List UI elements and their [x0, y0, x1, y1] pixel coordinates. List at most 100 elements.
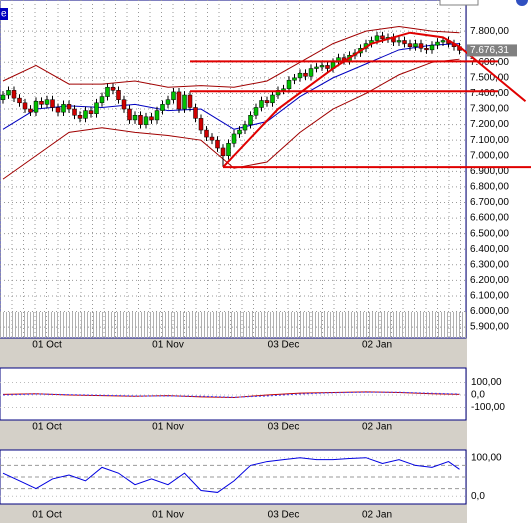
x-tick-label: 01 Nov	[152, 340, 184, 351]
x-tick-label: 01 Nov	[152, 422, 184, 433]
candle-body	[171, 91, 176, 100]
candle-body	[253, 107, 259, 116]
y-tick-label: 7.800,00	[470, 26, 509, 37]
candle-body	[418, 43, 424, 49]
y-tick-label: 6.700,00	[470, 197, 509, 208]
candle-body	[88, 110, 94, 114]
y-tick-label: 7.400,00	[470, 88, 509, 99]
vertical-grid	[0, 0, 466, 338]
y-tick-label: 6.800,00	[470, 182, 509, 193]
y-tick-label: 100,00	[471, 377, 502, 388]
trend-drawing	[222, 31, 527, 168]
candle-body	[6, 90, 11, 96]
x-tick-label: 02 Jan	[362, 340, 392, 351]
y-tick-label: 7.000,00	[470, 150, 509, 161]
candle-body	[0, 94, 6, 100]
x-tick-label: 02 Jan	[362, 422, 392, 433]
candle-body	[110, 86, 116, 91]
candle-body	[297, 72, 303, 79]
x-tick-label: 01 Oct	[32, 340, 62, 351]
x-tick-label: 01 Oct	[32, 422, 62, 433]
tab-label: e	[1, 9, 7, 20]
candle-body	[116, 90, 121, 100]
candle-body	[237, 129, 242, 135]
candle-body	[435, 41, 440, 46]
candle-body	[281, 88, 286, 91]
candle-body	[17, 97, 22, 104]
y-tick-label: 6.200,00	[470, 275, 509, 286]
candle-body	[242, 124, 248, 131]
candle-body	[215, 139, 220, 149]
candle-body	[94, 102, 99, 114]
candle-body	[154, 110, 160, 121]
candle-body	[138, 115, 143, 125]
x-tick-label: 01 Oct	[32, 510, 62, 521]
candle-body	[149, 116, 154, 121]
candle-body	[187, 94, 193, 108]
candle-body	[193, 107, 198, 119]
y-tick-label: 6.000,00	[470, 306, 509, 317]
y-tick-label: 6.500,00	[470, 228, 509, 239]
candle-body	[248, 115, 253, 125]
input-box[interactable]	[439, 0, 479, 6]
candle-body	[160, 104, 165, 111]
candle-body	[83, 110, 88, 119]
x-tick-label: 02 Jan	[362, 510, 392, 521]
candle-body	[39, 100, 44, 105]
candle-body	[270, 94, 275, 104]
indicator-panel	[0, 367, 467, 421]
y-tick-label: 0,0	[471, 390, 485, 401]
candle-body	[440, 40, 446, 43]
y-tick-label: 5.900,00	[470, 322, 509, 333]
candle-body	[176, 91, 182, 110]
candle-body	[264, 100, 270, 104]
y-tick-label: 7.600,00	[470, 57, 509, 68]
candle-body	[121, 99, 127, 110]
candle-body	[407, 43, 413, 47]
y-tick-label: 0,0	[471, 491, 485, 502]
candle-body	[165, 99, 171, 105]
candle-body	[259, 100, 264, 108]
candle-body	[402, 40, 407, 44]
y-tick-label: 6.600,00	[470, 213, 509, 224]
overlay-line	[2, 25, 460, 88]
candle-body	[44, 99, 50, 105]
candle-body	[66, 104, 72, 110]
candle-body	[424, 48, 429, 51]
y-tick-label: -100,00	[471, 402, 505, 413]
candle-body	[11, 90, 17, 99]
y-tick-label: 6.100,00	[470, 291, 509, 302]
candle-body	[143, 116, 149, 125]
candle-body	[308, 68, 314, 77]
overlay-line	[2, 58, 460, 180]
candle-body	[396, 40, 402, 43]
price-axis	[467, 0, 532, 523]
button[interactable]	[516, 0, 528, 6]
y-tick-label: 6.300,00	[470, 259, 509, 270]
y-tick-label: 6.400,00	[470, 244, 509, 255]
x-tick-label: 03 Dec	[268, 340, 300, 351]
candle-body	[72, 108, 77, 116]
y-tick-label: 6.900,00	[470, 166, 509, 177]
candle-body	[413, 43, 418, 47]
candle-body	[22, 102, 28, 110]
candle-body	[105, 86, 110, 97]
candle-body	[99, 96, 105, 104]
candle-body	[77, 115, 83, 119]
y-tick-label: 7.300,00	[470, 104, 509, 115]
y-tick-label: 7.500,00	[470, 73, 509, 84]
x-tick-label: 01 Nov	[152, 510, 184, 521]
candle-body	[380, 35, 385, 40]
candle-body	[314, 66, 319, 69]
candle-body	[182, 94, 187, 110]
last-price-box	[467, 44, 517, 57]
candle-body	[286, 79, 292, 90]
candle-body	[198, 118, 204, 131]
tab[interactable]	[0, 8, 8, 20]
candle-body	[231, 133, 237, 144]
candle-body	[292, 77, 297, 81]
candle-body	[33, 100, 39, 113]
candle-body	[55, 107, 61, 113]
